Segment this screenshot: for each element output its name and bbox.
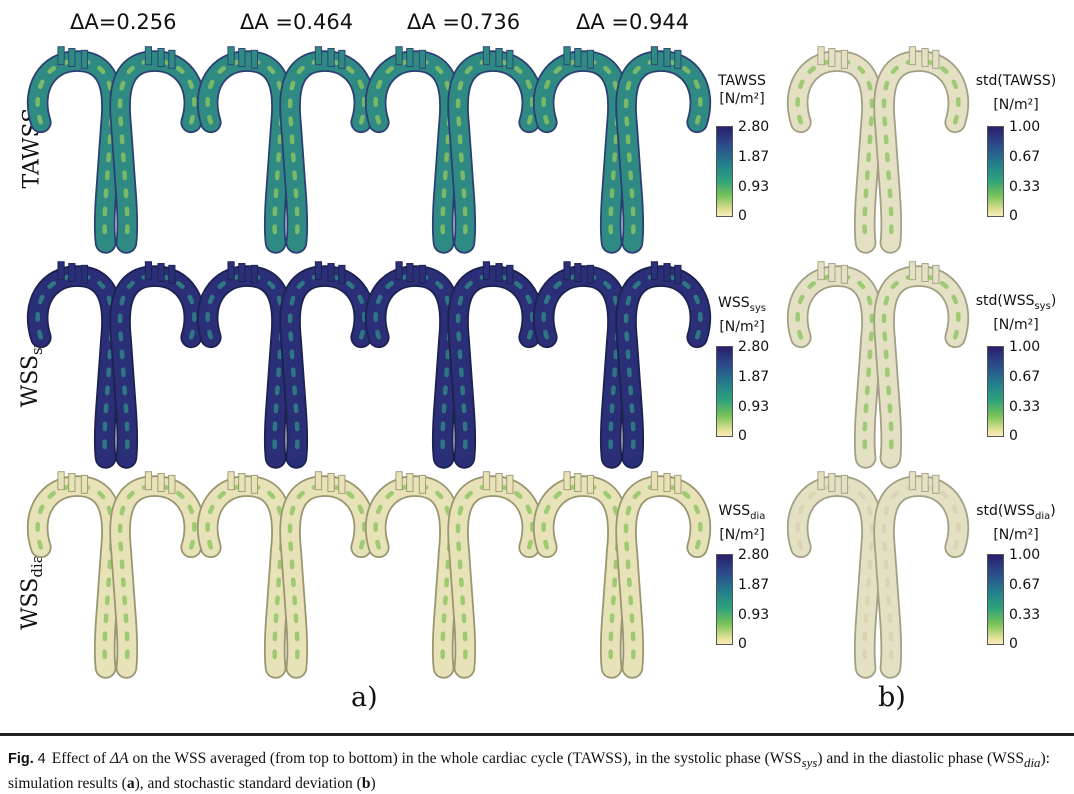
aorta-model — [364, 471, 461, 679]
aorta-model — [109, 46, 206, 254]
colorbar-b-tawss: std(TAWSS) [N/m²] — [966, 72, 1066, 114]
colorbar-tick: 2.80 — [738, 547, 770, 563]
column-header-3: ΔA =0.736 — [407, 10, 521, 34]
aorta-model — [109, 261, 206, 469]
colorbar-gradient — [987, 126, 1004, 217]
colorbar-tick: 1.87 — [738, 149, 770, 165]
aorta-model — [447, 261, 544, 469]
colorbar-tick: 0.67 — [1009, 577, 1041, 593]
colorbar-title: WSSsys — [718, 295, 766, 314]
colorbar-tick: 0 — [738, 636, 747, 652]
aorta-model — [532, 471, 629, 679]
colorbar-tick: 1.00 — [1009, 339, 1041, 355]
figure-caption: Fig. 4 Effect of ΔA on the WSS averaged (… — [8, 750, 1050, 793]
caption-fig-number: 4 — [37, 751, 46, 767]
aorta-model — [786, 261, 883, 469]
aorta-model — [615, 46, 712, 254]
colorbar-title: std(TAWSS) — [975, 73, 1057, 89]
aorta-model — [279, 261, 376, 469]
colorbar-gradient — [987, 346, 1004, 437]
colorbar-tick: 0 — [738, 208, 747, 224]
colorbar-gradient — [716, 126, 733, 217]
aorta-model — [873, 46, 970, 254]
aorta-model — [279, 471, 376, 679]
colorbar-title: WSSdia — [718, 503, 766, 522]
caption-fig-label: Fig. — [8, 751, 34, 767]
aorta-model — [196, 46, 293, 254]
colorbar-unit: [N/m²] — [719, 526, 765, 543]
colorbar-title: TAWSS — [718, 73, 766, 89]
colorbar-tick: 0 — [1009, 636, 1018, 652]
aorta-model — [532, 261, 629, 469]
colorbar-tick: 0 — [1009, 428, 1018, 444]
colorbar-tick: 0.93 — [738, 607, 770, 623]
colorbar-tick: 0.33 — [1009, 179, 1041, 195]
caption-rule — [0, 733, 1074, 736]
colorbar-tick: 0 — [738, 428, 747, 444]
aorta-model — [873, 261, 970, 469]
column-header-4: ΔA =0.944 — [576, 10, 690, 34]
aorta-model — [532, 46, 629, 254]
column-header-2: ΔA =0.464 — [240, 10, 354, 34]
colorbar-b-wss-dia: std(WSSdia) [N/m²] — [966, 502, 1066, 544]
colorbar-gradient — [716, 346, 733, 437]
colorbar-gradient — [716, 554, 733, 645]
colorbar-tick: 1.00 — [1009, 547, 1041, 563]
colorbar-tick: 0.93 — [738, 179, 770, 195]
aorta-model — [364, 261, 461, 469]
colorbar-b-wss-sys: std(WSSsys) [N/m²] — [966, 292, 1066, 334]
aorta-model — [615, 471, 712, 679]
colorbar-tick: 0.93 — [738, 399, 770, 415]
colorbar-tick: 2.80 — [738, 119, 770, 135]
aorta-model — [26, 46, 123, 254]
colorbar-unit: [N/m²] — [719, 318, 765, 335]
colorbar-tick: 2.80 — [738, 339, 770, 355]
colorbar-a-wss-dia: WSSdia [N/m²] — [702, 502, 782, 544]
colorbar-title: std(WSSdia) — [976, 503, 1056, 522]
aorta-model — [26, 261, 123, 469]
column-header-1: ΔA=0.256 — [70, 10, 177, 34]
aorta-model — [196, 471, 293, 679]
colorbar-unit: [N/m²] — [719, 91, 765, 107]
colorbar-a-wss-sys: WSSsys [N/m²] — [702, 294, 782, 336]
colorbar-tick: 0 — [1009, 208, 1018, 224]
colorbar-unit: [N/m²] — [993, 526, 1039, 543]
aorta-model — [196, 261, 293, 469]
colorbar-gradient — [987, 554, 1004, 645]
aorta-model — [447, 471, 544, 679]
aorta-model — [873, 471, 970, 679]
aorta-model — [364, 46, 461, 254]
colorbar-tick: 0.33 — [1009, 607, 1041, 623]
colorbar-tick: 1.87 — [738, 369, 770, 385]
colorbar-title: std(WSSsys) — [975, 293, 1057, 312]
aorta-model — [786, 471, 883, 679]
colorbar-tick: 0.33 — [1009, 399, 1041, 415]
panel-label-a: a) — [351, 682, 378, 713]
colorbar-unit: [N/m²] — [993, 316, 1039, 333]
colorbar-tick: 0.67 — [1009, 369, 1041, 385]
colorbar-tick: 1.87 — [738, 577, 770, 593]
panel-label-b: b) — [878, 682, 906, 713]
aorta-model — [786, 46, 883, 254]
aorta-model — [26, 471, 123, 679]
aorta-model — [279, 46, 376, 254]
colorbar-tick: 1.00 — [1009, 119, 1041, 135]
colorbar-a-tawss: TAWSS [N/m²] — [702, 72, 782, 108]
aorta-model — [447, 46, 544, 254]
aorta-model — [615, 261, 712, 469]
aorta-model — [109, 471, 206, 679]
colorbar-unit: [N/m²] — [993, 96, 1039, 113]
colorbar-tick: 0.67 — [1009, 149, 1041, 165]
